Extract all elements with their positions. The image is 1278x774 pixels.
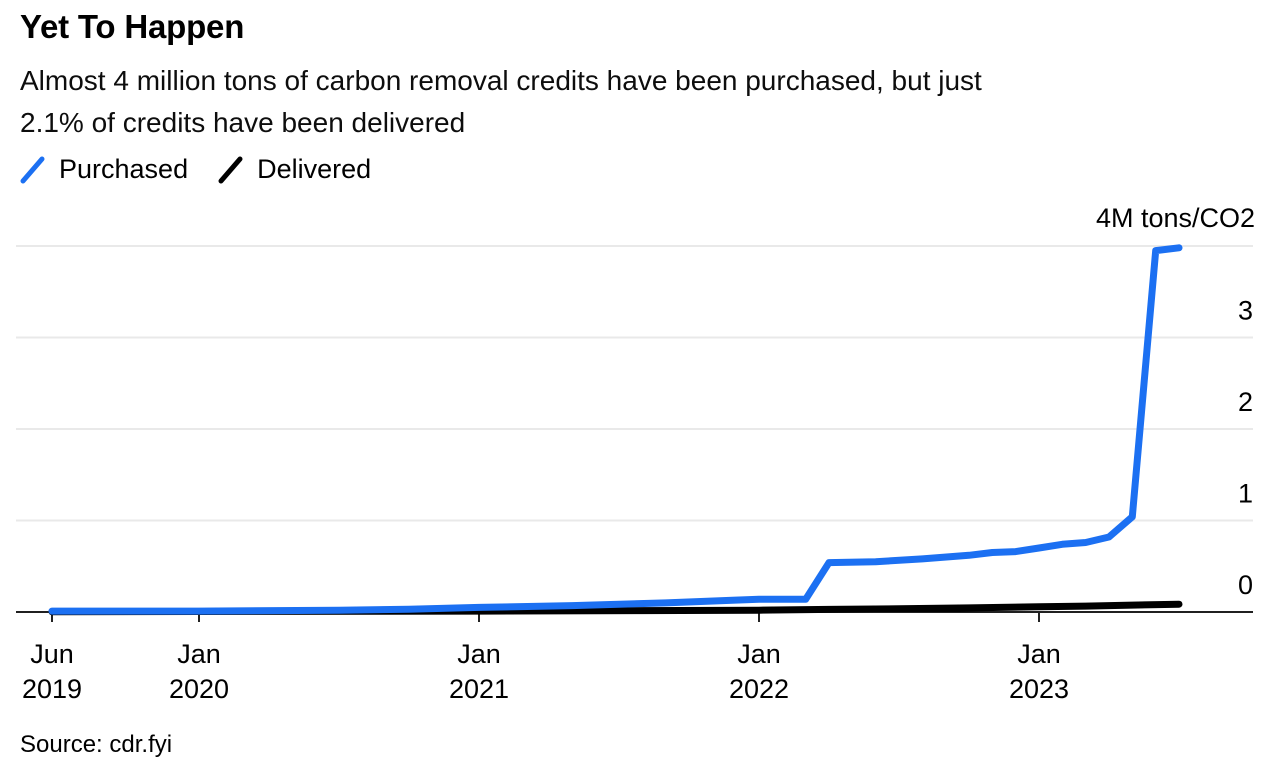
y-axis-unit-label: 4M tons/CO2 xyxy=(1095,203,1255,233)
legend-item-purchased: Purchased xyxy=(20,154,188,185)
subtitle-line-2: 2.1% of credits have been delivered xyxy=(20,107,466,138)
y-axis-label-1: 1 xyxy=(1238,479,1253,509)
x-tick-month-label: Jan xyxy=(1017,639,1061,669)
legend-label-purchased: Purchased xyxy=(59,154,189,184)
delivered-line-swatch-icon xyxy=(218,156,243,183)
purchased-line-swatch-icon xyxy=(20,156,45,183)
x-tick-year-label: 2020 xyxy=(169,674,229,704)
x-tick-month-label: Jan xyxy=(177,639,221,669)
x-tick-month-label: Jan xyxy=(737,639,781,669)
x-tick-month-label: Jan xyxy=(457,639,501,669)
x-tick-month-label: Jun xyxy=(30,639,74,669)
y-axis-label-3: 3 xyxy=(1238,296,1253,326)
legend-item-delivered: Delivered xyxy=(218,154,371,185)
series-line-purchased xyxy=(48,244,1183,615)
subtitle-line-1: Almost 4 million tons of carbon removal … xyxy=(20,65,982,96)
x-tick-year-label: 2021 xyxy=(449,674,509,704)
x-tick-year-label: 2022 xyxy=(729,674,789,704)
chart-legend: Purchased Delivered xyxy=(20,154,371,185)
y-axis-label-2: 2 xyxy=(1238,387,1253,417)
y-axis-label-0: 0 xyxy=(1238,570,1253,600)
page-title: Yet To Happen xyxy=(20,8,245,45)
x-tick-year-label: 2023 xyxy=(1009,674,1069,704)
chart-subtitle: Almost 4 million tons of carbon removal … xyxy=(20,60,982,144)
x-tick-year-label: 2019 xyxy=(22,674,82,704)
source-note: Source: cdr.fyi xyxy=(20,731,173,758)
legend-label-delivered: Delivered xyxy=(257,154,372,184)
